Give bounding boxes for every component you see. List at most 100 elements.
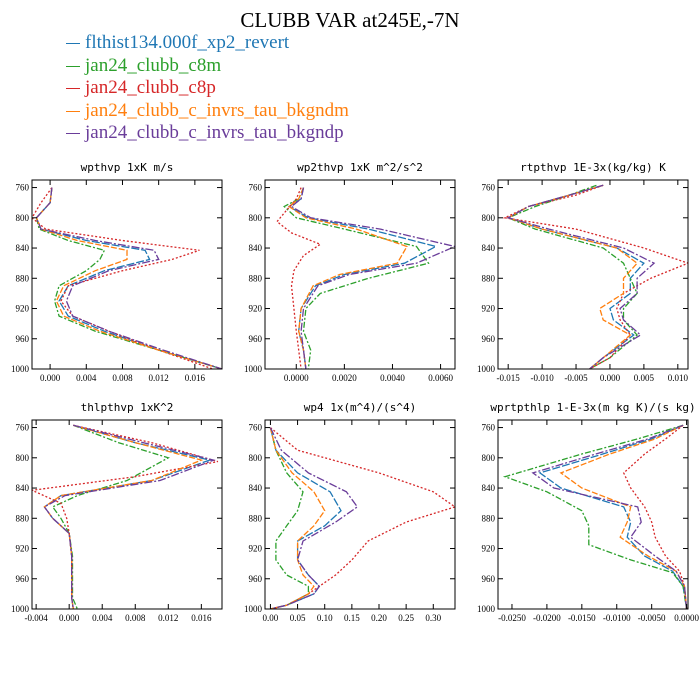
- y-tick-label: 880: [482, 273, 496, 283]
- legend-label: jan24_clubb_c8m: [85, 54, 222, 76]
- x-tick-label: -0.005: [564, 373, 588, 383]
- x-tick-label: -0.010: [530, 373, 554, 383]
- x-tick-label: 0.010: [668, 373, 689, 383]
- x-tick-label: 0.005: [634, 373, 655, 383]
- series-line: [502, 424, 688, 609]
- series-line: [43, 424, 216, 609]
- legend-item: flthist134.000f_xp2_revert: [66, 32, 349, 55]
- series-line: [269, 427, 455, 609]
- legend-swatch: [66, 88, 80, 90]
- x-tick-label: 0.000: [40, 373, 61, 383]
- series-line: [538, 424, 688, 609]
- y-tick-label: 800: [16, 213, 30, 223]
- legend-label: jan24_clubb_c_invrs_tau_bkgndp: [85, 122, 344, 143]
- series-line: [287, 187, 408, 369]
- series-line: [506, 184, 639, 369]
- series-line: [269, 427, 326, 609]
- x-tick-label: 0.008: [125, 613, 146, 623]
- plot-frame: [497, 179, 689, 370]
- y-tick-label: 800: [482, 213, 496, 223]
- series-line: [269, 427, 342, 609]
- series-line: [290, 187, 455, 369]
- y-tick-label: 920: [482, 304, 496, 314]
- y-tick-label: 880: [482, 513, 496, 523]
- chart-panel: wprtpthlp 1-E-3x(m kg K)/(s kg) 760 800 840…: [477, 401, 699, 623]
- y-tick-label: 960: [16, 574, 30, 584]
- y-tick-label: 1000: [11, 604, 30, 614]
- panel-title: thlpthvp 1xK^2: [81, 401, 174, 414]
- legend-swatch: [66, 110, 80, 112]
- series-line: [269, 427, 359, 609]
- y-tick-label: 920: [249, 544, 263, 554]
- chart-panel: rtpthvp 1E-3x(kg/kg) K 760 800 840 880 920 960…: [477, 161, 689, 383]
- x-tick-label: -0.0250: [498, 613, 526, 623]
- y-tick-label: 880: [249, 513, 263, 523]
- y-tick-label: 840: [482, 243, 496, 253]
- y-tick-label: 1000: [244, 364, 263, 374]
- chart-panel: wp2thvp 1xK m^2/s^2 760 800 840 880 920 960 100…: [244, 161, 456, 383]
- y-tick-label: 760: [482, 183, 496, 193]
- series-line: [531, 424, 688, 609]
- legend-swatch: [66, 65, 80, 67]
- series-line: [51, 424, 170, 609]
- series-line: [35, 187, 222, 369]
- plot-frame: [31, 419, 223, 610]
- panel-title: rtpthvp 1E-3x(kg/kg) K: [520, 161, 666, 174]
- x-tick-label: 0.00: [263, 613, 279, 623]
- series-line: [506, 184, 656, 369]
- series-line: [43, 424, 204, 609]
- x-tick-label: 0.016: [191, 613, 212, 623]
- y-tick-label: 880: [249, 273, 263, 283]
- panel-title: wp4 1x(m^4)/(s^4): [304, 401, 417, 414]
- series-line: [269, 427, 310, 609]
- series-line: [502, 184, 688, 369]
- x-tick-label: 0.15: [344, 613, 360, 623]
- y-tick-label: 960: [482, 334, 496, 344]
- panel-title: wprtpthlp 1-E-3x(m kg K)/(s kg): [490, 401, 695, 414]
- x-tick-label: -0.0100: [603, 613, 631, 623]
- x-tick-label: 0.004: [76, 373, 97, 383]
- x-tick-label: 0.008: [112, 373, 133, 383]
- chart-panel: wp4 1x(m^4)/(s^4)76080084088092096010000…: [244, 401, 456, 623]
- legend: flthist134.000f_xp2_revert jan24_clubb_c…: [66, 32, 349, 145]
- x-tick-label: 0.25: [398, 613, 414, 623]
- y-tick-label: 760: [16, 183, 30, 193]
- series-line: [35, 187, 222, 369]
- series-line: [559, 424, 688, 609]
- y-tick-label: 1000: [11, 364, 30, 374]
- y-tick-label: 1000: [244, 604, 263, 614]
- plot-frame: [497, 419, 689, 610]
- x-tick-label: 0.004: [92, 613, 113, 623]
- y-tick-label: 800: [249, 213, 263, 223]
- legend-swatch: [66, 43, 80, 45]
- legend-item: jan24_clubb_c8p: [66, 77, 349, 100]
- x-tick-label: 0.016: [185, 373, 206, 383]
- series-line: [622, 424, 688, 609]
- series-line: [32, 187, 214, 369]
- chart-panel: wpthvp 1xK m/s 760 800 840 880 920 960 1000 0.00…: [11, 161, 223, 383]
- y-tick-label: 960: [482, 574, 496, 584]
- series-line: [506, 184, 639, 369]
- y-tick-label: 760: [482, 423, 496, 433]
- x-tick-label: 0.0060: [428, 373, 453, 383]
- legend-label: flthist134.000f_xp2_revert: [85, 32, 290, 53]
- x-tick-label: 0.20: [371, 613, 387, 623]
- panel-title: wp2thvp 1xK m^2/s^2: [297, 161, 423, 174]
- series-line: [276, 187, 322, 369]
- x-tick-label: 0.0000: [284, 373, 309, 383]
- x-tick-label: 0.0020: [332, 373, 357, 383]
- x-tick-label: 0.05: [290, 613, 306, 623]
- x-tick-label: 0.0000: [674, 613, 699, 623]
- series-line: [35, 187, 222, 369]
- x-tick-label: -0.0150: [568, 613, 596, 623]
- y-tick-label: 800: [249, 453, 263, 463]
- y-tick-label: 840: [249, 243, 263, 253]
- x-tick-label: 0.012: [158, 613, 178, 623]
- y-tick-label: 800: [16, 453, 30, 463]
- x-tick-label: 0.000: [59, 613, 80, 623]
- x-tick-label: 0.30: [425, 613, 441, 623]
- legend-item: jan24_clubb_c8m: [66, 55, 349, 78]
- y-tick-label: 920: [16, 544, 30, 554]
- x-tick-label: 0.10: [317, 613, 333, 623]
